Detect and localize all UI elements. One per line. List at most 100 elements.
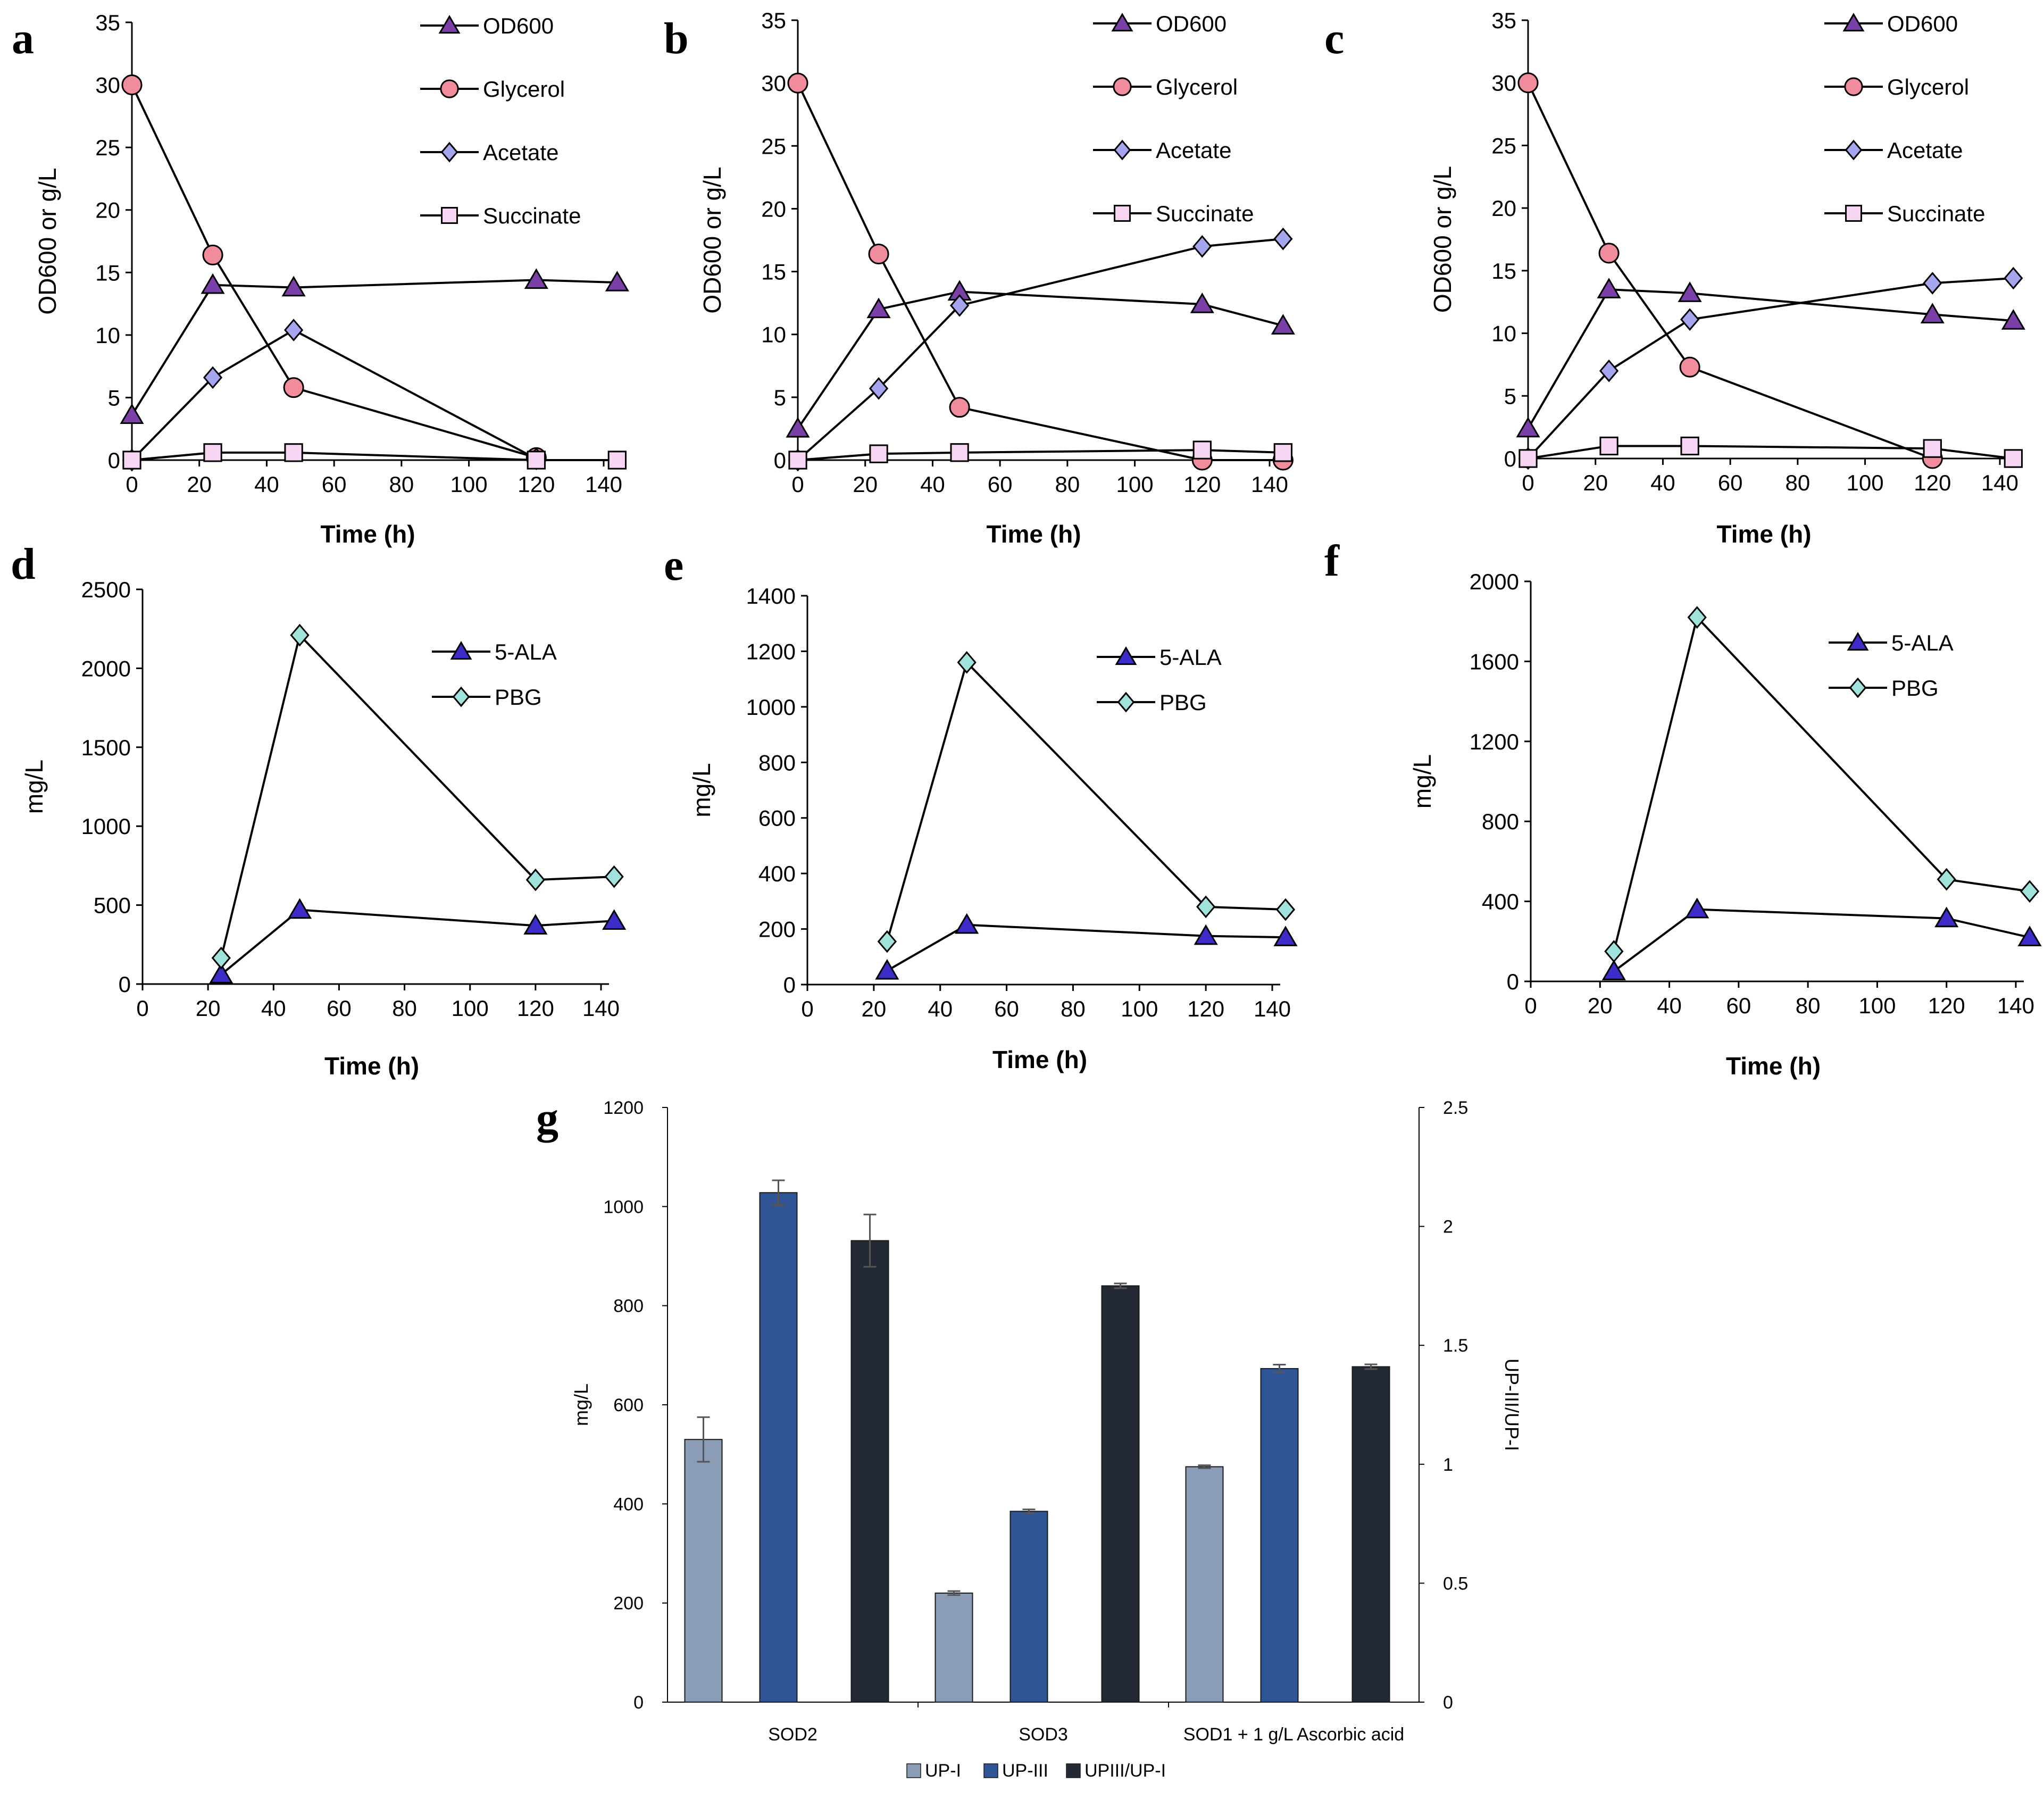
x-tick-label: 0 [136,996,148,1021]
legend-label: 5-ALA [1159,645,1222,670]
data-point-od600 [120,403,144,424]
y-tick-label: 400 [1482,889,1519,914]
x-tick-label: 80 [1796,993,1821,1018]
y-tick-label: 35 [761,8,786,33]
data-point-pbg [211,946,231,970]
data-point-glycerol [1517,72,1539,94]
y-tick-label: 25 [761,134,786,159]
data-point-succinate [1680,436,1699,456]
y2-tick-label: 0 [1443,1693,1453,1713]
y-tick-label: 400 [758,861,796,886]
y-tick-label: 10 [761,322,786,347]
data-point-od600 [1920,303,1945,323]
x-tick-label: 20 [1588,993,1613,1018]
y-tick-label: 500 [94,893,131,918]
y-tick-label: 800 [758,750,796,775]
series-line-pbg [886,660,1286,942]
chart-panel-b: b 0 5 10 15 20 25 30 35 0 20 40 60 80 100 120 140 Time (h… [664,8,1295,548]
y-axis-title: OD600 or g/L [698,166,726,313]
y2-tick-label: 1.5 [1443,1336,1468,1356]
x-tick-label: 120 [1183,472,1221,497]
y-tick-label: 2500 [81,577,131,602]
data-point-succinate [1923,439,1942,458]
data-point-acetate [1273,227,1293,251]
data-point-od600 [1678,281,1702,302]
y-tick-label: 0 [633,1693,644,1713]
data-point-5-ala [602,909,627,930]
data-point-succinate [527,451,546,470]
y-tick-label: 1000 [81,814,131,839]
y-tick-label: 800 [613,1296,644,1316]
data-point-pbg [290,623,310,647]
bar-upiii-up-i [850,1240,889,1703]
y-axis-title: mg/L [570,1384,592,1426]
data-point-od600 [2001,309,2025,330]
y-tick-label: 800 [1482,809,1519,834]
y-tick-label: 0 [1507,969,1519,994]
y-tick-label: 35 [95,10,120,35]
x-axis-title: Time (h) [320,520,415,548]
y-tick-label: 10 [1491,321,1516,346]
data-point-pbg [525,868,545,891]
legend-marker-od600 [1842,13,1865,32]
y-tick-label: 1400 [746,584,796,609]
legend-label: Acetate [483,140,558,165]
legend-label: UPIII/UP-I [1084,1761,1166,1781]
y-tick-label: 600 [613,1395,644,1415]
chart-panel-c: c 0 5 10 15 20 25 30 35 0 20 40 60 80 100 120 140 Time (h… [1324,8,2025,548]
x-tick-label: 100 [452,996,489,1021]
y-tick-label: 1500 [81,735,131,760]
x-tick-label: 100 [1858,993,1896,1018]
x-axis-title: Time (h) [1716,520,1811,548]
data-point-od600 [1190,293,1214,313]
y-tick-label: 15 [761,260,786,285]
data-point-5-ala [287,898,312,919]
data-point-succinate [788,451,807,470]
data-point-pbg [957,651,977,674]
series-line-glycerol [1527,82,1933,460]
x-tick-label: 80 [389,472,414,497]
x-tick-label: 60 [988,472,1013,497]
data-point-5-ala [1934,906,1959,928]
data-point-pbg [604,865,624,888]
panel-letter: g [536,1094,558,1143]
x-tick-label: 140 [1254,996,1291,1021]
x-tick-label: 40 [928,996,953,1021]
y-tick-label: 1200 [1470,729,1519,754]
y-tick-label: 0 [774,448,786,473]
y-axis-title: OD600 or g/L [34,168,61,314]
data-point-succinate [2004,449,2023,468]
x-tick-label: 20 [187,472,212,497]
legend-marker-acetate [1845,139,1863,161]
x-category-label: SOD3 [1019,1724,1068,1745]
y-tick-label: 5 [108,385,120,410]
data-point-glycerol [1679,356,1700,378]
x-tick-label: 120 [517,996,554,1021]
data-point-acetate [869,377,889,400]
x-tick-label: 140 [1997,993,2034,1018]
x-tick-label: 120 [518,472,555,497]
data-point-5-ala [955,913,979,934]
legend-marker-5-ala [450,641,472,660]
x-axis-title: Time (h) [986,520,1081,548]
legend-marker-5-ala [1847,632,1869,651]
x-tick-label: 140 [1251,472,1288,497]
data-point-od600 [524,268,548,289]
bar-upiii-up-i [1351,1366,1390,1703]
y-axis-title: mg/L [1408,754,1436,809]
legend-marker-5-ala [1115,646,1137,665]
x-tick-label: 120 [1914,470,1951,495]
bar-up-i [935,1593,973,1703]
series-line-5-ala [220,909,614,976]
data-point-od600 [1597,278,1621,298]
legend-label: 5-ALA [495,639,557,664]
data-point-pbg [1604,940,1624,963]
x-axis-title: Time (h) [324,1052,419,1080]
legend-marker-succinate [1845,205,1862,222]
legend-label: OD600 [483,13,554,38]
y2-tick-label: 0.5 [1443,1573,1468,1594]
legend-swatch [983,1763,998,1778]
panel-letter: e [664,540,683,590]
data-point-pbg [1196,895,1216,919]
